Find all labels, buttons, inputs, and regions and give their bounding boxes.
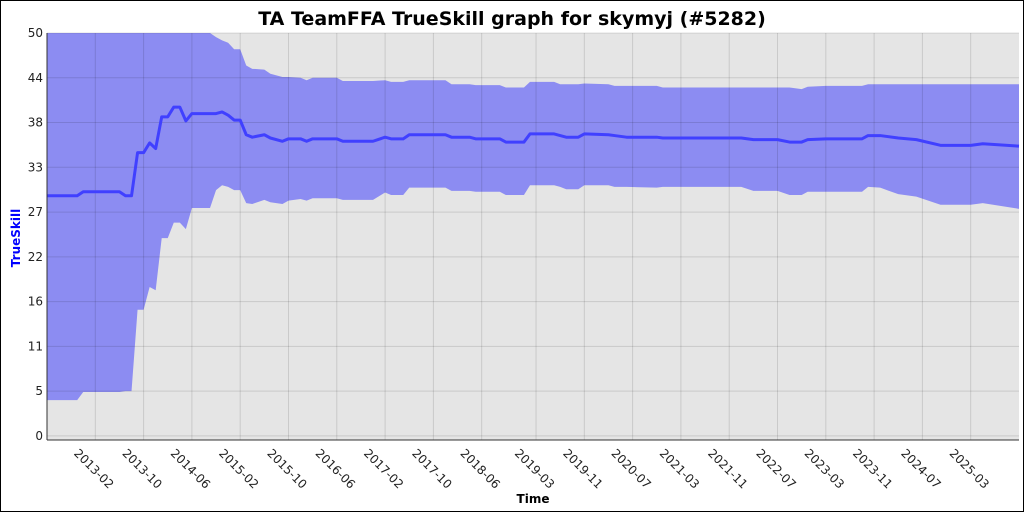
y-tick-label: 22 <box>28 250 43 264</box>
x-tick-label: 2017-10 <box>409 446 454 491</box>
x-tick-label: 2021-11 <box>705 446 750 491</box>
x-tick-label: 2023-11 <box>850 446 895 491</box>
x-axis-label: Time <box>517 492 550 506</box>
mean-trueskill-line <box>47 105 1020 198</box>
y-tick-label: 11 <box>28 339 43 353</box>
x-tick-label: 2013-10 <box>119 446 164 491</box>
x-tick-label: 2023-03 <box>802 446 847 491</box>
x-tick-label: 2016-06 <box>313 446 358 491</box>
x-tick-label: 2015-10 <box>264 446 309 491</box>
y-tick-label: 16 <box>28 295 43 309</box>
x-tick-label: 2025-03 <box>947 446 992 491</box>
y-axis-label: TrueSkill <box>9 209 23 267</box>
x-tick-label: 2014-06 <box>168 446 213 491</box>
x-tick-label: 2020-07 <box>608 446 653 491</box>
x-tick-label: 2018-06 <box>458 446 503 491</box>
x-tick-label: 2019-11 <box>560 446 605 491</box>
y-tick-label: 0 <box>35 429 43 443</box>
y-tick-label: 27 <box>28 205 43 219</box>
x-tick-label: 2019-03 <box>512 446 557 491</box>
y-tick-label: 50 <box>28 26 43 40</box>
x-tick-label: 2013-02 <box>71 446 116 491</box>
x-tick-label: 2022-07 <box>753 446 798 491</box>
x-tick-label: 2015-02 <box>216 446 261 491</box>
y-tick-label: 44 <box>28 71 43 85</box>
x-tick-label: 2024-07 <box>898 446 943 491</box>
chart-title: TA TeamFFA TrueSkill graph for skymyj (#… <box>258 8 766 30</box>
confidence-band <box>47 33 1019 401</box>
x-tick-label: 2021-03 <box>657 446 702 491</box>
x-tick-label: 2017-02 <box>361 446 406 491</box>
y-tick-label: 5 <box>35 384 43 398</box>
y-tick-label: 33 <box>28 160 43 174</box>
y-tick-label: 38 <box>28 116 43 130</box>
